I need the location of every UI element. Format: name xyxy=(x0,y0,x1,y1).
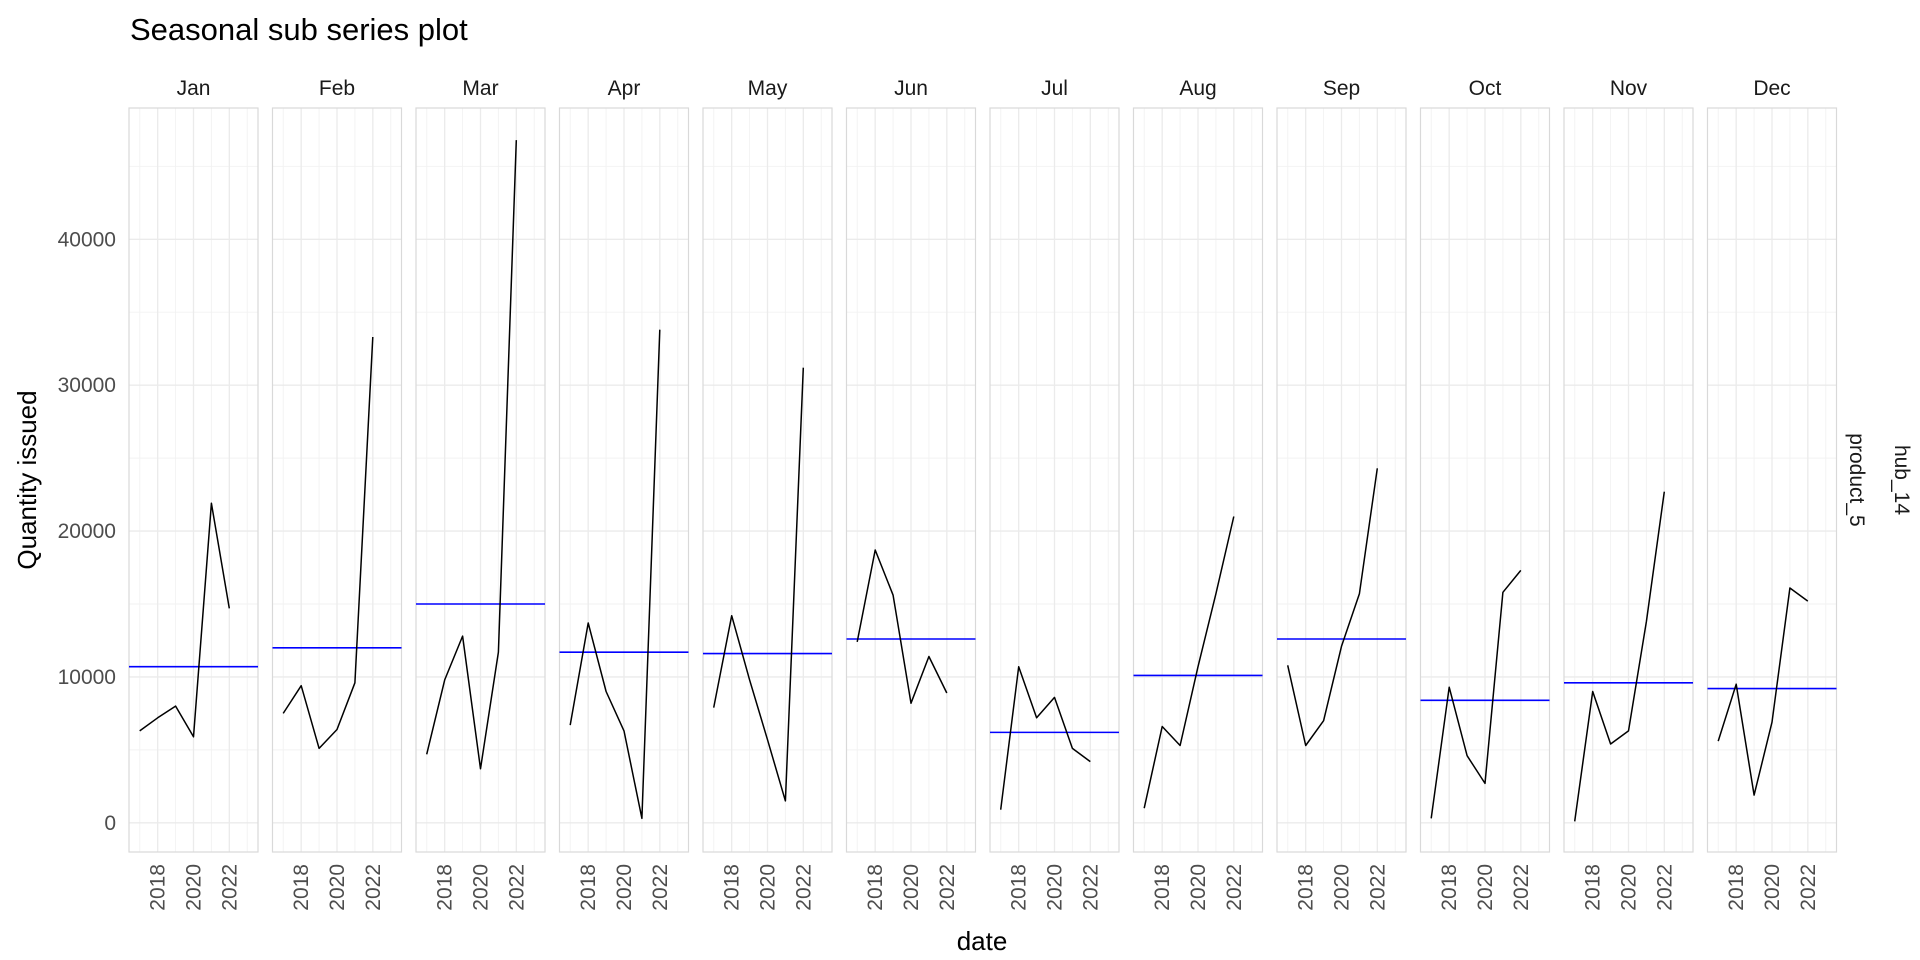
panel-border xyxy=(128,107,259,853)
panel-border xyxy=(271,107,403,853)
x-tick-label: 2018 xyxy=(721,864,744,911)
x-tick-label: 2018 xyxy=(290,864,313,911)
x-tick-label: 2022 xyxy=(1223,864,1246,911)
series-line xyxy=(1143,516,1235,809)
x-tick-label: 2020 xyxy=(1761,864,1784,911)
x-tick-label: 2020 xyxy=(183,864,206,911)
x-tick-label: 2020 xyxy=(1187,864,1210,911)
x-tick-label: 2018 xyxy=(1008,864,1031,911)
panel-strip-label: Mar xyxy=(462,77,498,100)
panel-strip-label: Jul xyxy=(1041,77,1068,100)
x-tick-label: 2020 xyxy=(757,864,780,911)
panel-jul: Jul 2018 2020 2022 xyxy=(989,77,1120,911)
series-line xyxy=(139,502,231,738)
series-line xyxy=(425,140,518,770)
panel-border xyxy=(1419,107,1551,853)
panel-jun: Jun 2018 2020 2022 xyxy=(845,77,977,911)
x-tick-label: 2022 xyxy=(792,864,815,911)
series-line xyxy=(999,665,1091,810)
x-tick-label: 2020 xyxy=(326,864,349,911)
y-tick-label: 0 xyxy=(104,812,116,835)
y-axis-ticks: 0 10000 20000 30000 40000 xyxy=(58,228,116,835)
panel-nov: Nov 2018 2020 2022 xyxy=(1563,77,1694,911)
panel-border xyxy=(558,107,690,853)
panel-feb: Feb 2018 2020 2022 xyxy=(271,77,403,911)
x-tick-label: 2020 xyxy=(1618,864,1641,911)
panel-border xyxy=(845,107,977,853)
panel-strip-label: Nov xyxy=(1610,77,1648,100)
x-tick-label: 2020 xyxy=(1044,864,1067,911)
chart-title: Seasonal sub series plot xyxy=(130,12,468,47)
facet-label-product: product_5 xyxy=(1845,433,1868,526)
panel-jan: Jan 2018 2020 2022 xyxy=(128,77,259,911)
series-line xyxy=(1573,491,1666,822)
x-tick-label: 2020 xyxy=(470,864,493,911)
x-tick-label: 2022 xyxy=(1079,864,1102,911)
x-tick-label: 2020 xyxy=(900,864,923,911)
panel-strip-label: Jan xyxy=(177,77,211,100)
x-tick-label: 2022 xyxy=(1653,864,1676,911)
facet-panels: Jan 2018 2020 2022 Feb 2018 2020 2022 Mar 2018 202… xyxy=(128,77,1838,911)
x-tick-label: 2022 xyxy=(505,864,528,911)
x-tick-label: 2020 xyxy=(1474,864,1497,911)
x-axis-title: date xyxy=(957,926,1008,956)
x-tick-label: 2022 xyxy=(649,864,672,911)
x-tick-label: 2018 xyxy=(434,864,457,911)
panel-sep: Sep 2018 2020 2022 xyxy=(1276,77,1407,911)
x-tick-label: 2022 xyxy=(362,864,385,911)
panel-oct: Oct 2018 2020 2022 xyxy=(1419,77,1551,911)
series-line xyxy=(712,367,805,802)
y-axis-title: Quantity issued xyxy=(12,390,42,569)
x-tick-label: 2020 xyxy=(613,864,636,911)
panel-strip-label: Dec xyxy=(1753,77,1790,100)
y-tick-label: 40000 xyxy=(58,228,116,251)
panel-border xyxy=(415,107,546,853)
x-tick-label: 2022 xyxy=(1797,864,1820,911)
x-tick-label: 2022 xyxy=(1366,864,1389,911)
panel-strip-label: Apr xyxy=(608,77,641,100)
x-tick-label: 2018 xyxy=(1725,864,1748,911)
panel-border xyxy=(702,107,833,853)
y-tick-label: 20000 xyxy=(58,520,116,543)
panel-border xyxy=(989,107,1120,853)
x-tick-label: 2018 xyxy=(1151,864,1174,911)
x-tick-label: 2018 xyxy=(1582,864,1605,911)
x-tick-label: 2018 xyxy=(147,864,170,911)
series-line xyxy=(856,549,948,704)
series-line xyxy=(1430,569,1522,819)
panel-border xyxy=(1563,107,1694,853)
panel-strip-label: Sep xyxy=(1323,77,1360,100)
x-tick-label: 2022 xyxy=(936,864,959,911)
series-line xyxy=(282,336,374,750)
y-tick-label: 30000 xyxy=(58,374,116,397)
panel-strip-label: Jun xyxy=(894,77,928,100)
facet-label-hub: hub_14 xyxy=(1890,445,1913,515)
x-tick-label: 2018 xyxy=(864,864,887,911)
panel-strip-label: Oct xyxy=(1469,77,1502,100)
panel-aug: Aug 2018 2020 2022 xyxy=(1132,77,1264,911)
panel-border xyxy=(1132,107,1264,853)
x-tick-label: 2018 xyxy=(1438,864,1461,911)
x-tick-label: 2022 xyxy=(1510,864,1533,911)
y-tick-label: 10000 xyxy=(58,666,116,689)
panel-border xyxy=(1276,107,1407,853)
panel-dec: Dec 2018 2020 2022 xyxy=(1706,77,1838,911)
series-line xyxy=(1717,587,1809,796)
panel-border xyxy=(1706,107,1838,853)
x-tick-label: 2018 xyxy=(1295,864,1318,911)
panel-may: May 2018 2020 2022 xyxy=(702,77,833,911)
panel-mar: Mar 2018 2020 2022 xyxy=(415,77,546,911)
series-line xyxy=(569,329,661,820)
series-line xyxy=(1286,468,1379,747)
panel-strip-label: May xyxy=(748,77,788,100)
panel-strip-label: Feb xyxy=(319,77,355,100)
x-tick-label: 2020 xyxy=(1331,864,1354,911)
panel-apr: Apr 2018 2020 2022 xyxy=(558,77,690,911)
panel-strip-label: Aug xyxy=(1179,77,1216,100)
x-tick-label: 2018 xyxy=(577,864,600,911)
x-tick-label: 2022 xyxy=(218,864,241,911)
